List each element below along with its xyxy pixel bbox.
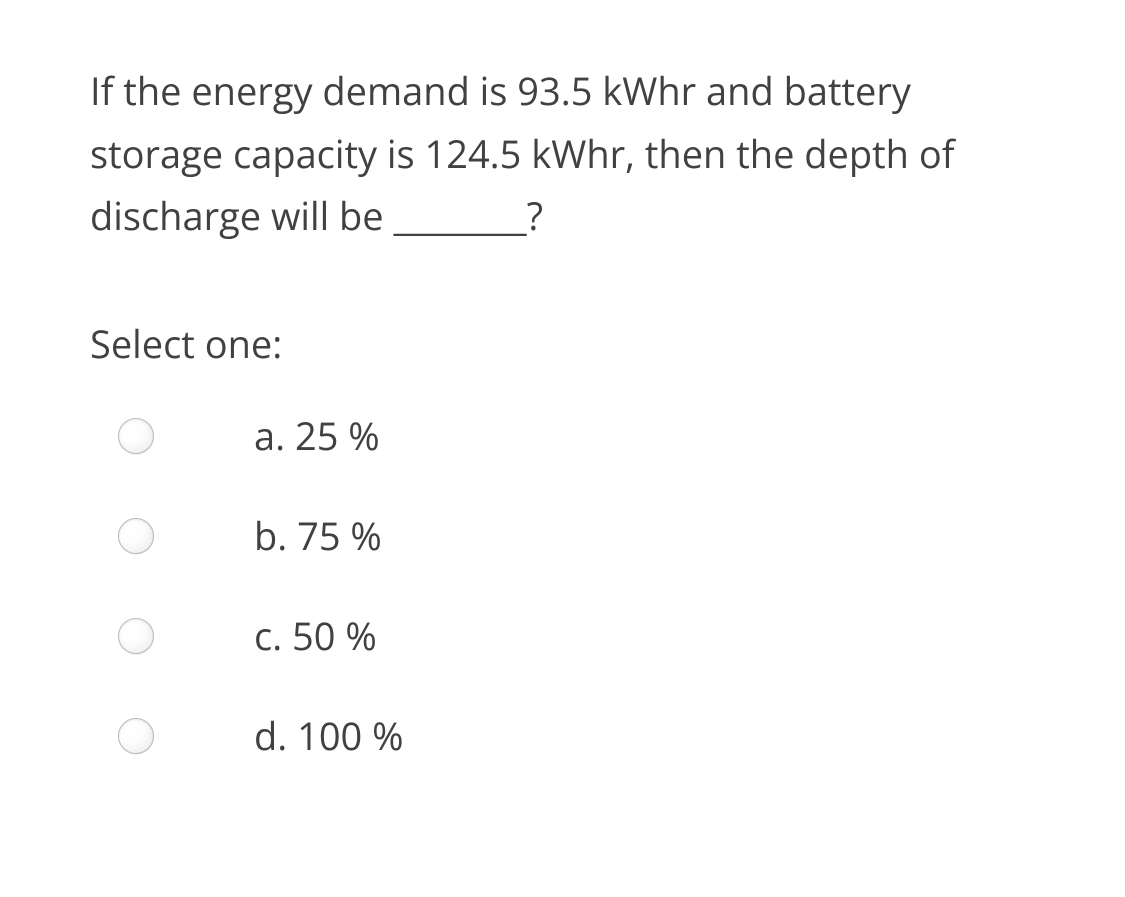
option-c[interactable]: c. 50 % [118, 610, 1035, 662]
option-d[interactable]: d. 100 % [118, 710, 1035, 762]
options-group: a. 25 % b. 75 % c. 50 % d. 100 % [90, 410, 1035, 762]
option-c-label: c. 50 % [254, 610, 377, 662]
option-b[interactable]: b. 75 % [118, 510, 1035, 562]
select-one-prompt: Select one: [90, 318, 1035, 370]
option-a-label: a. 25 % [254, 410, 380, 462]
radio-b[interactable] [118, 518, 154, 554]
option-a[interactable]: a. 25 % [118, 410, 1035, 462]
option-d-label: d. 100 % [254, 710, 404, 762]
radio-c[interactable] [118, 618, 154, 654]
radio-d[interactable] [118, 718, 154, 754]
option-b-label: b. 75 % [254, 510, 382, 562]
question-text: If the energy demand is 93.5 kWhr and ba… [90, 60, 1035, 248]
radio-a[interactable] [118, 418, 154, 454]
